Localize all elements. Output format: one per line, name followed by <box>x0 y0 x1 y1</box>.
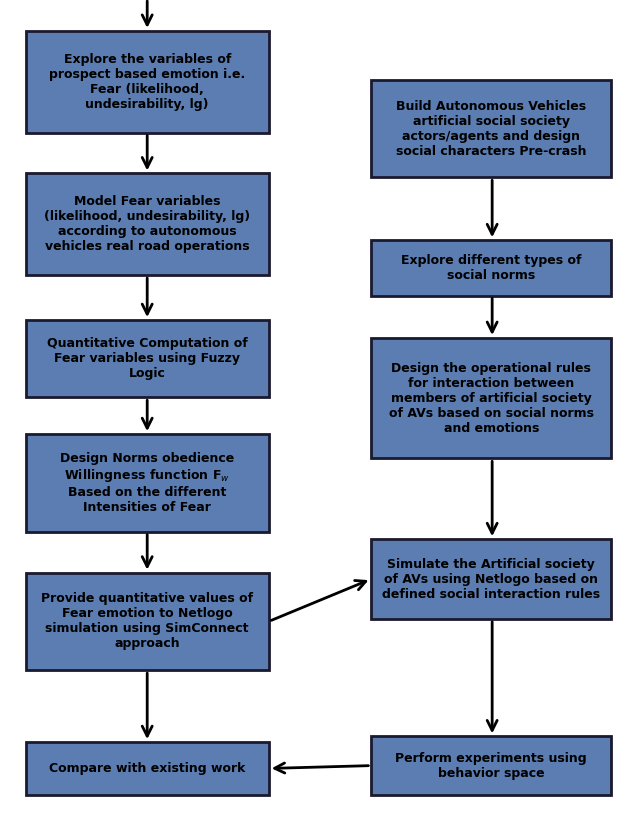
FancyBboxPatch shape <box>26 30 269 133</box>
Text: Explore different types of
social norms: Explore different types of social norms <box>401 254 582 282</box>
Text: Explore the variables of
prospect based emotion i.e.
Fear (likelihood,
undesirab: Explore the variables of prospect based … <box>49 53 245 111</box>
FancyBboxPatch shape <box>26 173 269 275</box>
FancyBboxPatch shape <box>26 572 269 670</box>
FancyBboxPatch shape <box>26 434 269 532</box>
Text: Compare with existing work: Compare with existing work <box>49 762 245 775</box>
FancyBboxPatch shape <box>371 539 611 619</box>
FancyBboxPatch shape <box>26 742 269 795</box>
Text: Design Norms obedience
Willingness function F$_w$
Based on the different
Intensi: Design Norms obedience Willingness funct… <box>60 452 234 514</box>
Text: Perform experiments using
behavior space: Perform experiments using behavior space <box>396 751 587 780</box>
FancyBboxPatch shape <box>371 240 611 296</box>
FancyBboxPatch shape <box>371 736 611 795</box>
Text: Build Autonomous Vehicles
artificial social society
actors/agents and design
soc: Build Autonomous Vehicles artificial soc… <box>396 99 586 158</box>
FancyBboxPatch shape <box>371 80 611 177</box>
Text: Model Fear variables
(likelihood, undesirability, lg)
according to autonomous
ve: Model Fear variables (likelihood, undesi… <box>44 195 250 253</box>
FancyBboxPatch shape <box>371 338 611 458</box>
Text: Design the operational rules
for interaction between
members of artificial socie: Design the operational rules for interac… <box>388 362 594 434</box>
Text: Provide quantitative values of
Fear emotion to Netlogo
simulation using SimConne: Provide quantitative values of Fear emot… <box>41 593 253 650</box>
FancyBboxPatch shape <box>26 320 269 397</box>
Text: Simulate the Artificial society
of AVs using Netlogo based on
defined social int: Simulate the Artificial society of AVs u… <box>382 557 600 600</box>
Text: Quantitative Computation of
Fear variables using Fuzzy
Logic: Quantitative Computation of Fear variabl… <box>47 337 248 380</box>
